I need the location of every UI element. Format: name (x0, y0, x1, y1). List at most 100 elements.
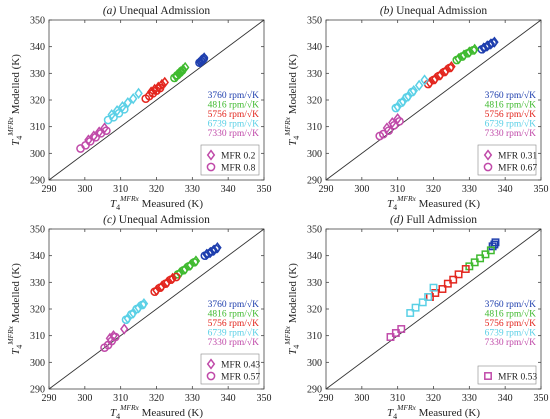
x-tick-label: 320 (149, 393, 164, 404)
y-tick-label: 350 (307, 16, 322, 27)
x-axis-label: T4MFRx Measured (K) (110, 403, 203, 419)
data-point-circle (429, 75, 438, 85)
legend-speed-label: 3760 rpm/√K (485, 90, 537, 101)
legend-mfr-label: MFR 0.57 (221, 373, 260, 383)
y-tick-label: 300 (30, 358, 45, 369)
x-tick-label: 350 (534, 393, 549, 404)
x-tick-label: 340 (221, 393, 236, 404)
data-point-circle (110, 332, 120, 342)
x-axis-label: T4MFRx Measured (K) (387, 194, 480, 212)
legend-speed-label: 3760 rpm/√K (208, 90, 260, 101)
y-tick-label: 340 (30, 251, 45, 262)
data-point-square (418, 298, 427, 307)
data-point-circle (155, 83, 165, 93)
y-tick-label: 290 (30, 176, 45, 187)
legend-speed-label: 6739 rpm/√K (208, 119, 260, 130)
data-point-circle (196, 56, 206, 66)
chart-title: (b) Unequal Admission (380, 5, 488, 17)
data-point-square (411, 303, 420, 312)
data-point-circle (389, 120, 399, 130)
legend-speed-label: 4816 rpm/√K (485, 100, 537, 111)
data-point-circle (101, 126, 111, 136)
data-point-circle (407, 87, 417, 97)
legend-speed-label: 5756 rpm/√K (485, 318, 537, 329)
data-point-circle (175, 68, 185, 78)
data-point-circle (114, 108, 124, 118)
x-tick-label: 330 (185, 393, 200, 404)
y-tick-label: 340 (307, 42, 322, 53)
data-point-circle (198, 55, 208, 65)
data-point-circle (445, 63, 454, 73)
legend-speed-label: 7330 rpm/√K (208, 337, 260, 348)
legend-mfr-label: MFR 0.2 (221, 152, 256, 162)
y-tick-label: 300 (307, 149, 322, 160)
data-point-square (438, 285, 447, 293)
chart-title: (a) Unequal Admission (103, 5, 211, 17)
data-point-diamond (420, 74, 429, 86)
y-tick-label: 320 (307, 96, 322, 107)
y-tick-label: 300 (307, 358, 322, 369)
x-tick-label: 310 (113, 184, 128, 195)
data-point-circle (439, 67, 449, 77)
x-tick-label: 320 (426, 393, 441, 404)
data-point-square (461, 265, 470, 273)
y-axis-label: T4MFRx Modelled (K) (6, 54, 24, 146)
data-point-square (470, 258, 479, 267)
x-tick-label: 290 (42, 184, 57, 195)
x-tick-label: 290 (319, 184, 334, 195)
legend-mfr-marker-diamond (483, 149, 493, 161)
y-tick-label: 330 (30, 278, 45, 289)
data-point-diamond (157, 78, 167, 91)
data-point-square (386, 333, 395, 341)
legend-mfr-label: MFR 0.8 (221, 164, 256, 174)
x-tick-label: 340 (498, 184, 513, 195)
legend-mfr-label: MFR 0.43 (221, 361, 260, 371)
y-tick-label: 310 (30, 122, 45, 133)
chart-title: (c) Unequal Admission (103, 214, 210, 226)
data-point-diamond (414, 79, 424, 91)
y-tick-label: 330 (30, 69, 45, 80)
reference-line-y-equals-x (48, 19, 265, 181)
legend-speed-label: 6739 rpm/√K (485, 328, 537, 339)
y-tick-label: 310 (30, 331, 45, 342)
legend-speed-label: 5756 rpm/√K (208, 318, 260, 329)
data-point-circle (109, 112, 118, 122)
legend-speed-label: 6739 rpm/√K (485, 119, 537, 130)
data-point-square (391, 329, 400, 337)
data-point-circle (150, 287, 160, 297)
legend-mfr-marker-diamond (206, 149, 216, 161)
legend-speed-label: 4816 rpm/√K (208, 100, 260, 111)
y-tick-label: 300 (30, 149, 45, 160)
data-point-circle (172, 70, 182, 80)
data-point-circle (391, 103, 401, 113)
data-point-circle (211, 244, 220, 254)
legend-speed-label: 5756 rpm/√K (208, 109, 260, 120)
legend-speed-label: 6739 rpm/√K (208, 328, 260, 339)
data-point-circle (468, 46, 478, 55)
data-point-circle (91, 132, 100, 142)
y-tick-label: 340 (307, 251, 322, 262)
y-axis-label: T4MFRx Modelled (K) (283, 54, 301, 146)
legend-speed-label: 4816 rpm/√K (208, 309, 260, 320)
x-axis-label: T4MFRx Measured (K) (387, 403, 480, 419)
legend-speed-label: 7330 rpm/√K (485, 337, 537, 348)
data-point-square (424, 293, 433, 301)
x-tick-label: 350 (534, 184, 549, 195)
data-point-square (481, 250, 490, 259)
legend-speed-label: 4816 rpm/√K (485, 309, 537, 320)
x-tick-label: 350 (257, 184, 272, 195)
x-tick-label: 310 (390, 184, 405, 195)
y-tick-label: 340 (30, 42, 45, 53)
data-point-circle (155, 283, 165, 293)
x-tick-label: 300 (354, 184, 369, 195)
x-tick-label: 290 (319, 393, 334, 404)
data-point-circle (137, 300, 147, 310)
legend-mfr-label: MFR 0.67 (498, 164, 537, 174)
data-point-circle (85, 136, 95, 146)
data-point-circle (189, 257, 199, 267)
data-point-circle (488, 38, 497, 48)
data-point-square (429, 283, 438, 292)
